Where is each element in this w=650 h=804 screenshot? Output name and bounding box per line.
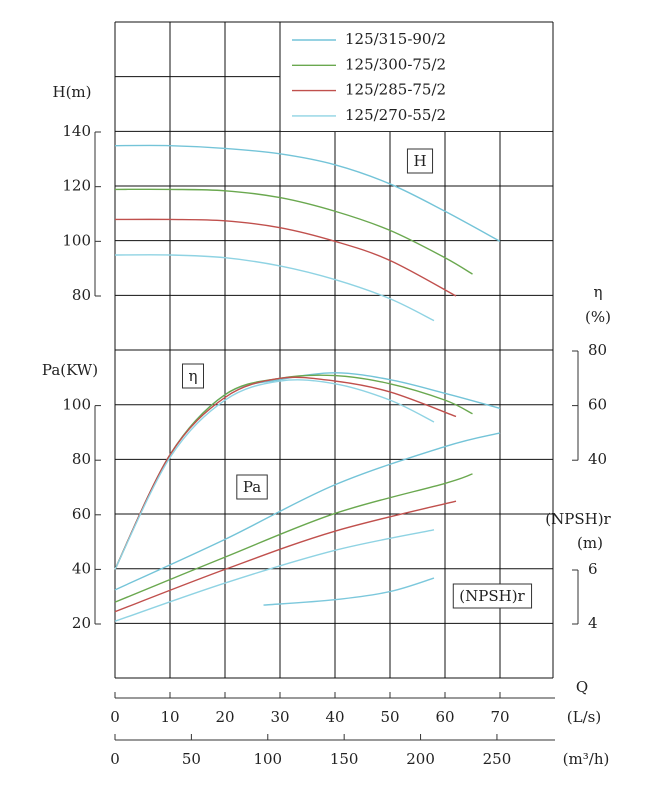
y-axis-label: (NPSH)r bbox=[545, 510, 611, 528]
x2-tick-label: 150 bbox=[330, 750, 359, 768]
y-tick-label: 100 bbox=[62, 396, 91, 414]
y-tick-label: 140 bbox=[62, 122, 91, 140]
curve-label-box bbox=[452, 583, 533, 609]
curve-label: η bbox=[189, 367, 198, 385]
curve bbox=[114, 254, 435, 322]
y-tick-label: 80 bbox=[72, 286, 91, 304]
y-axis-label: Pa(KW) bbox=[42, 361, 98, 379]
legend-background bbox=[281, 23, 552, 131]
x-tick-label: 0 bbox=[110, 708, 120, 726]
y-tick-label: 40 bbox=[72, 559, 91, 577]
x-tick-label: 50 bbox=[380, 708, 399, 726]
curve-label-box bbox=[406, 148, 434, 174]
curve-label-box bbox=[236, 474, 268, 500]
curve bbox=[114, 473, 473, 603]
y-tick-label: 20 bbox=[72, 614, 91, 632]
y-tick-label: 4 bbox=[588, 614, 598, 632]
y-tick-label: 120 bbox=[62, 177, 91, 195]
curve bbox=[114, 376, 457, 570]
x-tick-label: 10 bbox=[160, 708, 179, 726]
curve bbox=[114, 432, 501, 591]
curve bbox=[114, 500, 457, 613]
x-axis-unit: (L/s) bbox=[567, 708, 601, 726]
curve bbox=[114, 379, 435, 570]
x-tick-label: 60 bbox=[435, 708, 454, 726]
x2-tick-label: 200 bbox=[406, 750, 435, 768]
x2-tick-label: 50 bbox=[182, 750, 201, 768]
x2-tick-label: 250 bbox=[483, 750, 512, 768]
y-tick-label: 80 bbox=[72, 450, 91, 468]
legend-label: 125/315-90/2 bbox=[345, 30, 446, 48]
y-axis-label: η bbox=[594, 283, 603, 301]
x-tick-label: 30 bbox=[270, 708, 289, 726]
x-tick-label: 20 bbox=[215, 708, 234, 726]
y-tick-label: 60 bbox=[72, 505, 91, 523]
x2-tick-label: 0 bbox=[110, 750, 120, 768]
y-tick-label: 6 bbox=[588, 560, 598, 578]
x-tick-label: 40 bbox=[325, 708, 344, 726]
curve-label: H bbox=[413, 152, 426, 170]
curve bbox=[114, 529, 435, 622]
curve-label: Pa bbox=[243, 478, 261, 496]
legend-label: 125/270-55/2 bbox=[345, 106, 446, 124]
curve bbox=[114, 188, 473, 275]
curve-label-box bbox=[182, 363, 204, 389]
y-axis-label: H(m) bbox=[52, 83, 91, 101]
x-axis-label: Q bbox=[576, 678, 588, 696]
y-tick-label: 80 bbox=[588, 341, 607, 359]
curve bbox=[263, 577, 435, 606]
y-axis-unit: (%) bbox=[585, 308, 611, 326]
y-axis-unit: (m) bbox=[577, 534, 603, 552]
y-tick-label: 60 bbox=[588, 396, 607, 414]
x2-axis-unit: (m³/h) bbox=[563, 750, 610, 768]
curve bbox=[114, 144, 501, 242]
curve bbox=[114, 218, 457, 297]
legend-label: 125/285-75/2 bbox=[345, 81, 446, 99]
y-tick-label: 40 bbox=[588, 450, 607, 468]
x-tick-label: 70 bbox=[490, 708, 509, 726]
y-tick-label: 100 bbox=[62, 231, 91, 249]
curve-label: (NPSH)r bbox=[459, 587, 525, 605]
x2-tick-label: 100 bbox=[253, 750, 282, 768]
legend-label: 125/300-75/2 bbox=[345, 55, 446, 73]
